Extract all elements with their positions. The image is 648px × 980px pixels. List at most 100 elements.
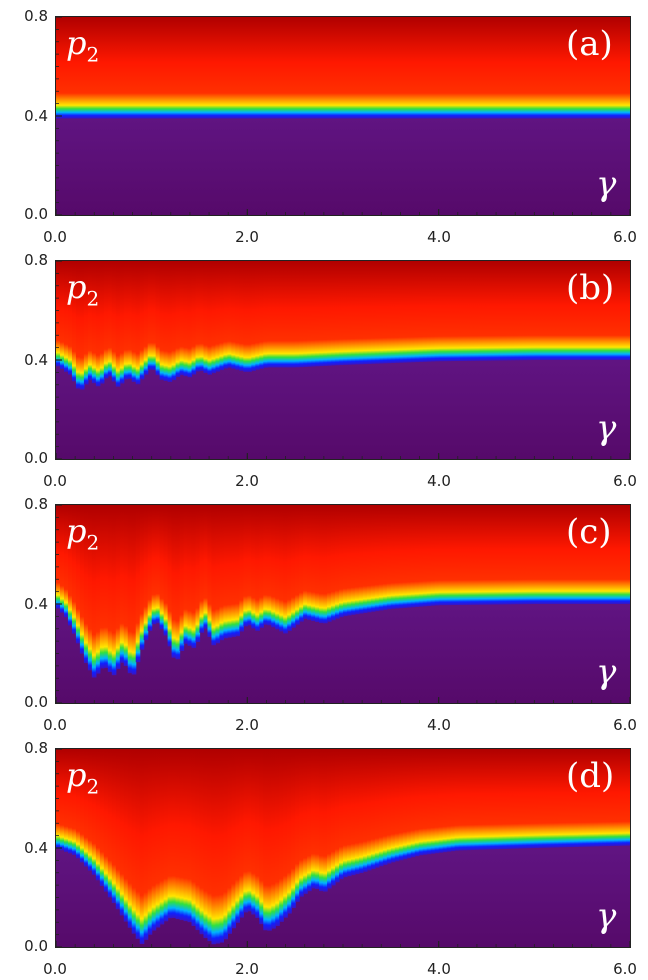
heatmap-column [319,749,324,892]
heatmap-column [614,261,619,360]
heatmap-column [335,261,340,366]
heatmap-column [263,261,268,368]
heatmap-column [366,261,372,364]
heatmap-column [147,261,153,370]
x-tick-label-6-b: 6.0 [613,472,637,490]
heatmap-column [147,749,153,935]
heatmap-column [267,749,272,931]
heatmap-column [171,749,177,919]
heatmap-column [566,17,571,119]
heatmap-column [219,261,225,371]
heatmap-column [159,261,165,380]
heatmap-column [458,261,464,361]
heatmap-column [422,261,428,362]
heatmap-column [450,749,456,852]
heatmap-column [231,749,236,929]
heatmap-column [255,749,260,918]
heatmap-column [498,17,504,119]
heatmap-column [626,17,630,119]
heatmap-column [430,749,436,854]
heatmap-column [494,505,500,605]
heatmap-column [323,261,328,366]
x-tick-label-4-b: 4.0 [427,472,451,490]
heatmap-column [63,749,69,852]
heatmap-column [135,749,141,939]
heatmap-plot-d [55,748,631,948]
heatmap-column [550,749,555,848]
heatmap-column [542,749,547,848]
heatmap-column [502,17,508,119]
heatmap-column [195,17,201,119]
heatmap-column [586,261,591,360]
heatmap-column [350,505,356,615]
heatmap-column [87,749,93,871]
heatmap-column [570,505,575,604]
heatmap-column [514,749,519,849]
heatmap-column [398,505,404,609]
heatmap-column [299,17,304,119]
heatmap-column [211,17,217,119]
heatmap-column [366,505,372,613]
heatmap-column [207,505,213,637]
heatmap-column [386,17,392,119]
heatmap-column [143,261,149,375]
x-tick-label-0-a: 0.0 [43,228,67,246]
heatmap-column [95,261,101,387]
heatmap-column [283,261,288,368]
heatmap-column [59,17,65,119]
heatmap-column [538,749,543,848]
heatmap-column [215,17,221,119]
heatmap-column [103,749,109,892]
heatmap-column [450,17,456,119]
heatmap-column [602,749,607,847]
heatmap-column [307,261,312,367]
heatmap-svg-c [56,505,630,703]
x-axis-label-c: γ [596,652,617,692]
heatmap-column [506,17,512,119]
heatmap-column [223,261,229,369]
heatmap-column [287,261,292,368]
heatmap-column [362,17,368,119]
heatmap-column [295,505,300,625]
heatmap-column [71,17,77,119]
heatmap-column [530,261,535,361]
x-axis-label-a: γ [596,164,617,204]
heatmap-column [295,17,300,119]
y-tick-label-bottom-a: 0.0 [24,205,48,223]
heatmap-column [151,261,157,370]
heatmap-column [514,505,519,605]
heatmap-column [327,17,332,119]
heatmap-column [139,261,145,380]
heatmap-column [482,17,488,119]
heatmap-column [135,505,141,663]
heatmap-column [458,749,464,851]
heatmap-column [442,17,448,119]
heatmap-column [311,505,316,622]
heatmap-column [239,505,244,632]
heatmap-column [299,261,304,368]
heatmap-column [454,749,460,851]
heatmap-column [131,505,137,675]
heatmap-column [243,261,248,372]
heatmap-column [518,261,523,361]
heatmap-column [335,17,340,119]
heatmap-column [578,261,583,360]
heatmap-column [498,749,504,850]
heatmap-column [67,261,73,375]
heatmap-column [199,505,205,633]
heatmap-column [590,749,595,847]
heatmap-column [514,261,519,361]
x-axis-label-b: γ [596,408,617,448]
heatmap-column [183,261,189,377]
heatmap-column [558,505,563,604]
heatmap-column [115,749,121,910]
heatmap-column [362,749,368,872]
heatmap-column [534,261,539,360]
heatmap-column [434,505,440,606]
heatmap-column [159,505,165,630]
heatmap-column [127,261,133,379]
heatmap-column [366,17,372,119]
heatmap-column [362,261,368,365]
heatmap-column [119,17,125,119]
heatmap-column [354,17,360,119]
